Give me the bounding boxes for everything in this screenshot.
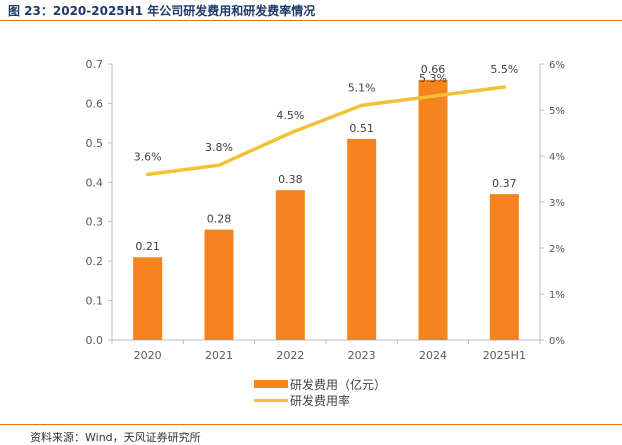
x-tick-label: 2023 xyxy=(348,349,376,362)
right-tick-label: 4% xyxy=(549,152,565,163)
left-tick-label: 0.2 xyxy=(86,255,104,268)
left-tick-label: 0.7 xyxy=(86,58,104,71)
right-tick-label: 1% xyxy=(549,290,565,301)
bar xyxy=(204,229,234,340)
x-tick-label: 2024 xyxy=(419,349,447,362)
left-tick-label: 0.3 xyxy=(86,216,104,229)
title-divider xyxy=(0,20,622,21)
right-tick-label: 5% xyxy=(549,106,565,117)
line-data-label: 4.5% xyxy=(276,109,304,122)
line-path xyxy=(145,85,507,177)
bar-series xyxy=(133,79,519,341)
x-tick-label: 2021 xyxy=(205,349,233,362)
x-tick-label: 2025H1 xyxy=(483,349,526,362)
left-tick-label: 0.4 xyxy=(86,176,104,189)
bar-data-label: 0.37 xyxy=(492,177,517,190)
legend-swatch-bar xyxy=(254,380,288,388)
left-tick-label: 0.0 xyxy=(86,334,104,347)
legend-label-line: 研发费用率 xyxy=(290,393,351,408)
right-tick-label: 6% xyxy=(549,60,565,71)
legend-swatch-line xyxy=(254,398,288,402)
bar-data-label: 0.28 xyxy=(207,213,232,226)
source-note: 资料来源：Wind，天风证券研究所 xyxy=(30,431,201,444)
line-data-label: 5.3% xyxy=(419,72,447,85)
combo-chart: 0.0 0.1 0.2 0.3 0.4 0.5 0.6 0.7 0% 1% 2% 3% 4% 5% 6% 20… xyxy=(86,58,565,362)
footer-divider xyxy=(0,424,622,425)
right-tick-label: 0% xyxy=(549,336,565,347)
bar-data-label: 0.21 xyxy=(135,240,160,253)
legend-item-bar: 研发费用（亿元） xyxy=(254,377,387,392)
line-series xyxy=(145,85,507,177)
legend-label-bar: 研发费用（亿元） xyxy=(290,377,387,392)
line-data-label: 3.8% xyxy=(205,141,233,154)
x-tick-label: 2022 xyxy=(276,349,304,362)
chart-axes: 0.0 0.1 0.2 0.3 0.4 0.5 0.6 0.7 0% 1% 2% 3% 4% 5% 6% 20… xyxy=(86,58,565,362)
bar-data-label: 0.66 xyxy=(421,63,446,76)
line-data-label: 5.1% xyxy=(348,81,376,94)
bar xyxy=(133,257,163,340)
line-data-label: 3.6% xyxy=(134,150,162,163)
left-tick-label: 0.5 xyxy=(86,137,104,150)
bar xyxy=(347,138,377,340)
right-tick-label: 2% xyxy=(549,244,565,255)
left-tick-label: 0.6 xyxy=(86,97,104,110)
legend-item-line: 研发费用率 xyxy=(254,393,351,408)
bar xyxy=(275,190,305,340)
bar-data-label: 0.51 xyxy=(349,122,374,135)
bar-data-label: 0.38 xyxy=(278,173,303,186)
x-tick-label: 2020 xyxy=(134,349,162,362)
bar xyxy=(418,79,448,341)
left-tick-label: 0.1 xyxy=(86,295,104,308)
figure-title: 图 23：2020-2025H1 年公司研发费用和研发费率情况 xyxy=(8,4,316,18)
bar-data-labels: 0.21 0.28 0.38 0.51 0.66 0.37 xyxy=(135,63,516,253)
bar xyxy=(489,194,519,340)
right-tick-label: 3% xyxy=(549,198,565,209)
line-data-labels: 3.6% 3.8% 4.5% 5.1% 5.3% 5.5% xyxy=(134,63,519,163)
line-data-label: 5.5% xyxy=(490,63,518,76)
